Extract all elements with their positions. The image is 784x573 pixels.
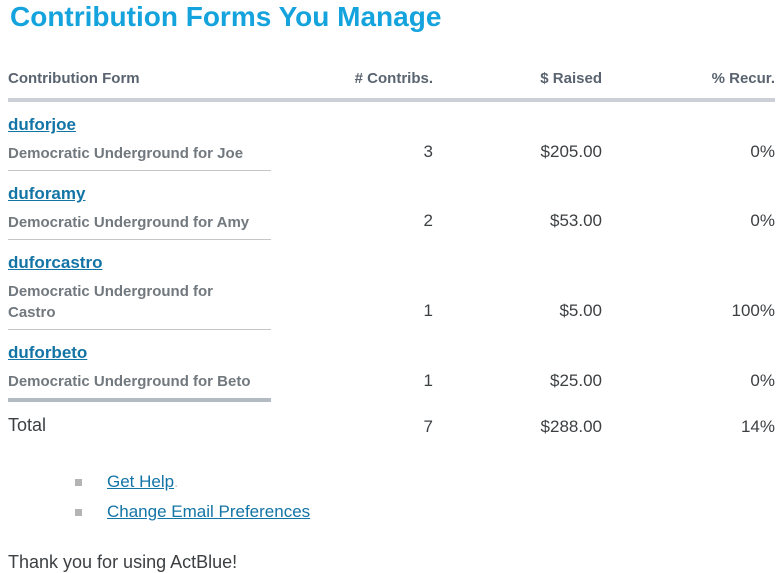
list-item: Change Email Preferences bbox=[8, 501, 775, 524]
link-suffix: . bbox=[174, 474, 179, 491]
recur-value: 0% bbox=[750, 141, 775, 161]
total-contribs-value: 7 bbox=[423, 417, 433, 436]
form-link-duforbeto[interactable]: duforbeto bbox=[8, 343, 88, 362]
raised-value: $53.00 bbox=[550, 210, 602, 230]
form-cell: duforjoe Democratic Underground for Joe bbox=[8, 100, 271, 171]
raised-value: $5.00 bbox=[559, 300, 602, 320]
form-subtitle: Democratic Underground for Joe bbox=[8, 145, 244, 162]
form-link-duforamy[interactable]: duforamy bbox=[8, 184, 86, 203]
table-row: duforcastro Democratic Underground for C… bbox=[8, 239, 775, 330]
contribution-forms-table: Contribution Form # Contribs. $ Raised %… bbox=[8, 70, 775, 449]
column-header-form: Contribution Form bbox=[8, 70, 271, 102]
list-item: Get Help. bbox=[8, 471, 775, 494]
total-row: Total 7 $288.00 14% bbox=[8, 400, 775, 449]
form-cell: duforbeto Democratic Underground for Bet… bbox=[8, 329, 271, 402]
recur-value: 0% bbox=[750, 210, 775, 230]
raised-value: $205.00 bbox=[540, 141, 602, 161]
column-header-recur: % Recur. bbox=[602, 70, 775, 102]
contribs-value: 1 bbox=[423, 371, 433, 390]
change-email-preferences-link[interactable]: Change Email Preferences bbox=[107, 502, 311, 521]
contribs-value: 1 bbox=[423, 300, 433, 320]
get-help-link[interactable]: Get Help bbox=[107, 472, 175, 491]
form-subtitle: Democratic Underground for Castro bbox=[8, 283, 214, 321]
form-cell: duforamy Democratic Underground for Amy bbox=[8, 170, 271, 240]
thank-you-text: Thank you for using ActBlue! bbox=[8, 552, 238, 572]
square-bullet-icon bbox=[75, 479, 82, 486]
contribs-value: 2 bbox=[423, 210, 433, 230]
column-header-raised: $ Raised bbox=[433, 70, 602, 102]
page-title: Contribution Forms You Manage bbox=[10, 1, 442, 32]
table-row: duforjoe Democratic Underground for Joe … bbox=[8, 100, 775, 171]
form-link-duforcastro[interactable]: duforcastro bbox=[8, 253, 103, 272]
column-header-contribs: # Contribs. bbox=[271, 70, 433, 102]
table-row: duforbeto Democratic Underground for Bet… bbox=[8, 329, 775, 402]
total-recur-value: 14% bbox=[740, 417, 775, 436]
form-subtitle: Democratic Underground for Beto bbox=[8, 373, 251, 390]
table-row: duforamy Democratic Underground for Amy … bbox=[8, 170, 775, 240]
form-subtitle: Democratic Underground for Amy bbox=[8, 214, 250, 231]
recur-value: 0% bbox=[750, 371, 775, 390]
square-bullet-icon bbox=[75, 509, 82, 516]
form-link-duforjoe[interactable]: duforjoe bbox=[8, 115, 76, 134]
form-cell: duforcastro Democratic Underground for C… bbox=[8, 239, 271, 330]
total-label: Total bbox=[8, 415, 47, 435]
raised-value: $25.00 bbox=[550, 371, 602, 390]
recur-value: 100% bbox=[731, 300, 775, 320]
footer-links-list: Get Help. Change Email Preferences bbox=[8, 471, 775, 524]
contribs-value: 3 bbox=[423, 141, 433, 161]
table-header-row: Contribution Form # Contribs. $ Raised %… bbox=[8, 70, 775, 102]
total-raised-value: $288.00 bbox=[540, 417, 602, 436]
